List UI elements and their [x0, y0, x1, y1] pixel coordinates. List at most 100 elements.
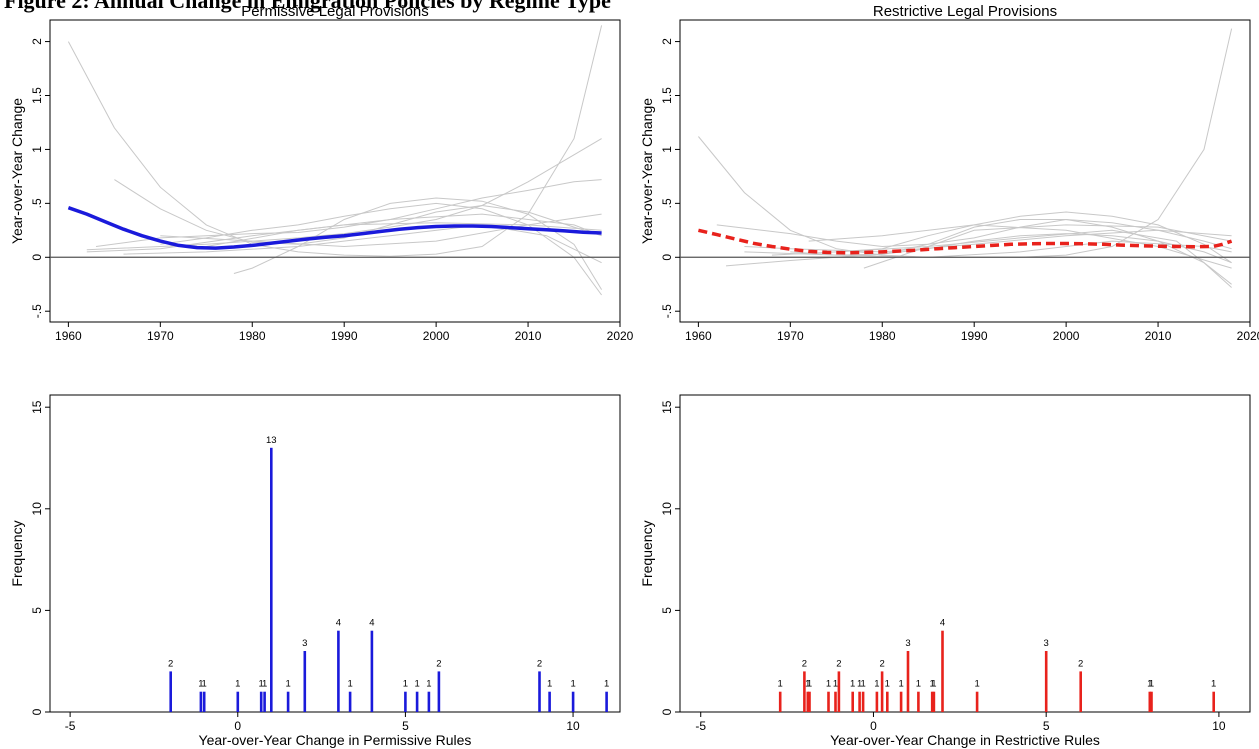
y-tick-label: 0 — [30, 708, 44, 715]
y-tick-label: 0 — [660, 254, 674, 261]
bar-count-label: 1 — [885, 679, 890, 690]
x-tick-label: 5 — [1043, 719, 1050, 733]
frequency-bar — [337, 630, 340, 712]
y-tick-label: 2 — [660, 38, 674, 45]
frequency-bar — [827, 691, 830, 712]
y-tick-label: 1 — [660, 146, 674, 153]
y-tick-label: .5 — [30, 198, 44, 208]
bar-count-label: 1 — [259, 679, 264, 690]
frequency-bar — [1212, 691, 1215, 712]
frequency-bar — [538, 671, 541, 712]
x-tick-label: 1960 — [685, 329, 712, 343]
bar-count-label: 1 — [202, 679, 207, 690]
bar-count-label: 1 — [547, 679, 552, 690]
frequency-bar — [941, 630, 944, 712]
y-tick-label: 15 — [660, 400, 674, 414]
bar-count-label: 2 — [436, 658, 441, 669]
bar-count-label: 1 — [916, 679, 921, 690]
y-axis-label: Frequency — [9, 520, 25, 586]
bar-count-label: 1 — [807, 679, 812, 690]
figure-title: Figure 2: Annual Change in Emigration Po… — [4, 0, 611, 13]
y-tick-label: 15 — [30, 400, 44, 414]
frequency-bar — [348, 691, 352, 712]
x-tick-label: 1960 — [55, 329, 82, 343]
frequency-bar — [906, 651, 910, 712]
y-tick-label: -.5 — [30, 304, 44, 318]
frequency-bar — [437, 671, 441, 712]
frequency-bar — [778, 691, 782, 712]
main-trend-line — [67, 206, 602, 250]
bar-count-label: 2 — [168, 658, 173, 669]
x-tick-label: -5 — [695, 719, 706, 733]
x-tick-label: 5 — [402, 719, 409, 733]
plot-frame — [679, 19, 1251, 323]
x-tick-label: 2020 — [607, 329, 634, 343]
bar-count-label: 3 — [1044, 638, 1049, 649]
plot-frame — [679, 394, 1251, 713]
bar-count-label: 2 — [879, 658, 884, 669]
bar-count-label: 1 — [414, 679, 419, 690]
bar-count-label: 1 — [235, 679, 240, 690]
frequency-bar — [404, 691, 407, 712]
frequency-bar — [834, 691, 837, 712]
y-tick-label: 1.5 — [30, 87, 44, 104]
background-series-line — [95, 179, 602, 247]
restrictive-frequency-panel: -5 0 5 10 0 5 10 15 Frequency Year-over-Year Chan… — [639, 394, 1251, 748]
bar-count-label: 1 — [930, 679, 935, 690]
frequency-bar — [899, 691, 903, 712]
frequency-bar — [270, 447, 273, 712]
bar-count-label: 1 — [850, 679, 855, 690]
bar-count-label: 1 — [604, 679, 609, 690]
bar-count-label: 2 — [1078, 658, 1083, 669]
x-tick-label: 2020 — [1237, 329, 1259, 343]
frequency-bar — [1150, 691, 1153, 712]
background-series-line — [67, 25, 603, 257]
x-tick-label: 2000 — [423, 329, 450, 343]
frequency-bar — [202, 691, 206, 712]
plot-frame — [49, 394, 621, 713]
frequency-bar — [930, 691, 934, 712]
bar-count-label: 4 — [940, 618, 945, 629]
frequency-bar — [803, 671, 806, 712]
bar-count-label: 1 — [426, 679, 431, 690]
bar-count-label: 4 — [336, 618, 341, 629]
x-tick-label: -5 — [65, 719, 76, 733]
frequency-bar — [415, 691, 419, 712]
frequency-bar — [370, 630, 374, 712]
restrictive-trend-panel: Restrictive Legal Provisions 1960 1970 1980… — [639, 3, 1259, 343]
background-series-line — [206, 213, 602, 247]
frequency-bar — [886, 691, 889, 712]
x-tick-label: 1980 — [869, 329, 896, 343]
x-tick-label: 0 — [870, 719, 877, 733]
bar-count-label: 1 — [778, 679, 783, 690]
y-tick-label: 5 — [30, 607, 44, 614]
background-series-line — [160, 213, 602, 248]
frequency-bar — [263, 691, 266, 712]
y-axis-label: Frequency — [639, 520, 655, 586]
frequency-bar — [548, 691, 551, 712]
permissive-trend-panel: Permissive Legal Provisions 1960 1970 1980 1… — [9, 3, 634, 343]
bar-count-label: 4 — [369, 618, 374, 629]
frequency-bar — [259, 691, 263, 712]
frequency-bar — [199, 691, 203, 712]
bar-count-label: 1 — [1211, 679, 1216, 690]
bar-count-label: 1 — [826, 679, 831, 690]
bar-count-label: 1 — [403, 679, 408, 690]
bar-count-label: 1 — [833, 679, 838, 690]
bar-count-label: 1 — [898, 679, 903, 690]
y-tick-label: .5 — [660, 198, 674, 208]
frequency-bar — [605, 691, 608, 712]
bar-count-label: 3 — [302, 638, 307, 649]
x-tick-label: 1970 — [777, 329, 804, 343]
frequency-bar — [286, 691, 290, 712]
permissive-frequency-panel: -5 0 5 10 0 5 10 15 Frequency Year-over-Year Chan… — [9, 394, 621, 748]
frequency-bar — [169, 671, 172, 712]
background-series-line — [698, 28, 1233, 258]
y-tick-label: 1 — [30, 146, 44, 153]
bar-count-label: 1 — [931, 679, 936, 690]
bar-count-label: 1 — [1147, 679, 1152, 690]
bar-count-label: 13 — [266, 435, 277, 446]
bar-count-label: 1 — [860, 679, 865, 690]
frequency-bar — [236, 691, 240, 712]
